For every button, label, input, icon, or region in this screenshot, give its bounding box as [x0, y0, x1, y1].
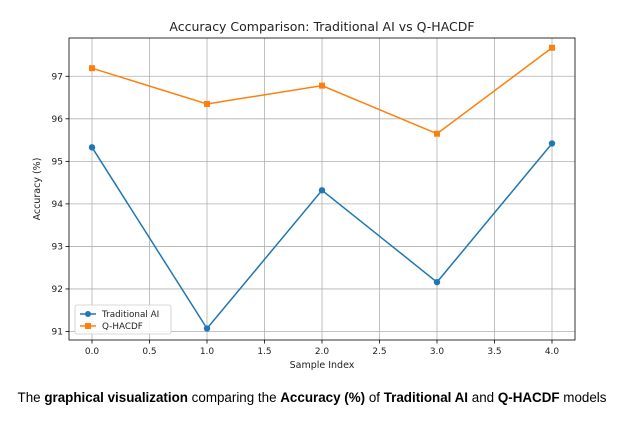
chart-title: Accuracy Comparison: Traditional AI vs Q… [169, 19, 474, 34]
x-tick-label: 2.0 [315, 347, 330, 357]
y-tick-label: 93 [52, 243, 63, 253]
axis-ticks: 0.0 0.5 1.0 1.5 2.0 2.5 3.0 3.5 4.0 91 92 93 94 95 96 9… [52, 72, 560, 357]
caption-text: Traditional AI [383, 390, 469, 405]
caption-text: Accuracy (%) [280, 390, 366, 405]
caption-text: Q-HACDF [497, 390, 560, 405]
y-tick-label: 96 [52, 115, 64, 125]
legend-label: Q-HACDF [102, 322, 143, 332]
x-tick-label: 2.5 [372, 347, 386, 357]
x-tick-label: 3.5 [487, 347, 501, 357]
x-tick-label: 3.0 [430, 347, 445, 357]
data-point-traditional-ai [318, 187, 326, 194]
data-point-traditional-ai [433, 278, 441, 286]
y-tick-label: 91 [52, 328, 63, 338]
x-tick-label: 0.0 [85, 347, 100, 357]
x-tick-label: 1.0 [200, 347, 215, 357]
data-point-traditional-ai [88, 144, 96, 151]
caption-text: graphical visualization [44, 390, 188, 405]
caption-text: comparing the [187, 390, 281, 405]
y-axis-label: Accuracy (%) [32, 158, 43, 221]
legend-label: Traditional AI [101, 310, 159, 320]
figure-caption: The graphical visualization comparing th… [0, 390, 624, 405]
legend-marker [85, 311, 91, 317]
y-tick-label: 95 [52, 158, 63, 168]
data-point-q-hacdf [434, 130, 440, 137]
y-tick-label: 97 [52, 72, 63, 82]
x-tick-label: 1.5 [257, 347, 271, 357]
caption-text: The [17, 390, 45, 405]
caption-text: models [559, 390, 607, 405]
legend-marker [85, 323, 91, 329]
series [88, 44, 556, 332]
y-tick-label: 92 [52, 285, 63, 295]
accuracy-line-chart: Accuracy Comparison: Traditional AI vs Q… [32, 19, 576, 371]
data-point-traditional-ai [203, 325, 211, 332]
data-point-q-hacdf [89, 65, 95, 72]
caption-text: of [365, 390, 384, 405]
x-tick-label: 4.0 [545, 347, 560, 357]
x-axis-label: Sample Index [290, 360, 355, 371]
caption-text: and [468, 390, 498, 405]
data-point-q-hacdf [319, 82, 325, 89]
data-point-q-hacdf [549, 44, 555, 51]
y-tick-label: 94 [52, 200, 64, 210]
data-point-traditional-ai [548, 140, 556, 147]
grid [69, 38, 575, 340]
x-tick-label: 0.5 [142, 347, 156, 357]
legend: Traditional AI Q-HACDF [74, 304, 172, 335]
data-point-q-hacdf [204, 100, 210, 107]
legend-box [74, 304, 172, 335]
